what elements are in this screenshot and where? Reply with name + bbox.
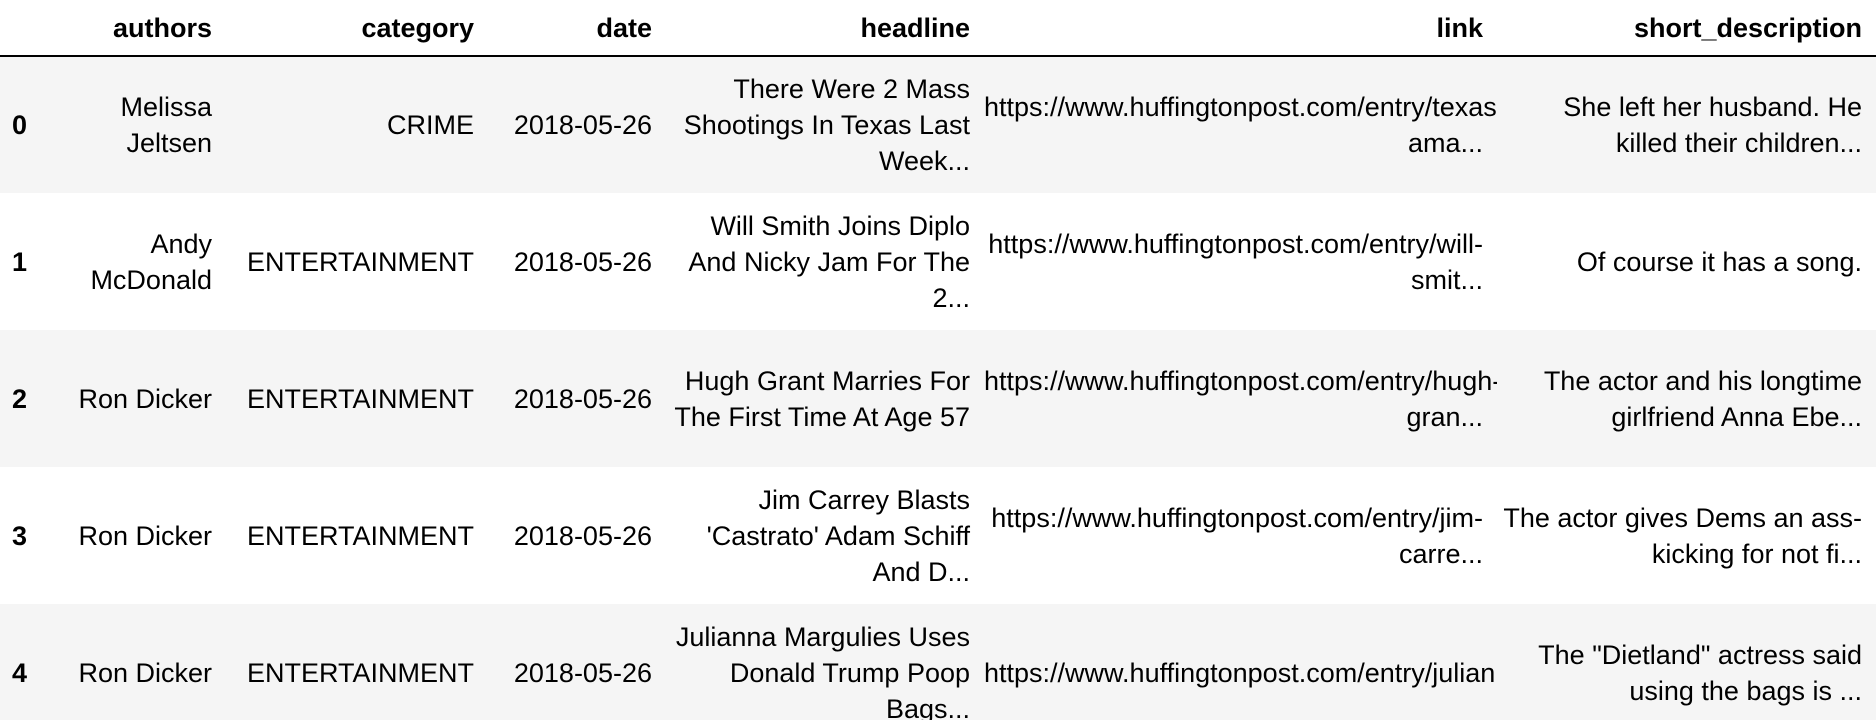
row-index: 3 xyxy=(12,520,28,551)
cell-date: 2018-05-26 xyxy=(513,110,652,140)
cell-date: 2018-05-26 xyxy=(513,246,652,277)
header-authors: authors xyxy=(52,0,226,57)
table-header: authors category date headline link shor… xyxy=(0,0,1876,57)
cell-headline: There Were 2 Mass Shootings In Texas Las… xyxy=(683,74,970,176)
cell-date: 2018-05-26 xyxy=(513,383,652,414)
cell-link: https://www.huffingtonpost.com/entry/tex… xyxy=(984,92,1497,158)
row-index: 1 xyxy=(12,246,28,277)
cell-date: 2018-05-26 xyxy=(513,657,652,688)
cell-short-description: Of course it has a song. xyxy=(1576,246,1862,277)
header-date: date xyxy=(488,0,666,57)
table-row: 3 Ron Dicker ENTERTAINMENT 2018-05-26 Ji… xyxy=(0,467,1876,604)
cell-short-description: The actor gives Dems an ass-kicking for … xyxy=(1503,502,1862,569)
cell-category: ENTERTAINMENT xyxy=(246,383,474,414)
row-index: 2 xyxy=(12,383,28,414)
cell-authors: Ron Dicker xyxy=(78,520,212,551)
cell-authors: Andy McDonald xyxy=(90,228,212,295)
header-index xyxy=(0,0,52,57)
cell-short-description: The actor and his longtime girlfriend An… xyxy=(1543,365,1862,432)
table-row: 2 Ron Dicker ENTERTAINMENT 2018-05-26 Hu… xyxy=(0,330,1876,467)
table-body: 0 Melissa Jeltsen CRIME 2018-05-26 There… xyxy=(0,56,1876,720)
cell-authors: Melissa Jeltsen xyxy=(120,92,212,158)
table-row: 4 Ron Dicker ENTERTAINMENT 2018-05-26 Ju… xyxy=(0,604,1876,720)
header-short-description: short_description xyxy=(1497,0,1876,57)
cell-category: ENTERTAINMENT xyxy=(246,657,474,688)
cell-date: 2018-05-26 xyxy=(513,520,652,551)
header-link: link xyxy=(984,0,1497,57)
cell-category: ENTERTAINMENT xyxy=(246,520,474,551)
header-category: category xyxy=(226,0,488,57)
row-index: 0 xyxy=(12,110,28,140)
cell-link: https://www.huffingtonpost.com/entry/jul… xyxy=(984,657,1497,688)
row-index: 4 xyxy=(12,657,28,688)
cell-authors: Ron Dicker xyxy=(78,657,212,688)
cell-link: https://www.huffingtonpost.com/entry/hug… xyxy=(984,365,1497,432)
cell-headline: Will Smith Joins Diplo And Nicky Jam For… xyxy=(688,210,970,313)
header-row: authors category date headline link shor… xyxy=(0,0,1876,57)
cell-link: https://www.huffingtonpost.com/entry/wil… xyxy=(988,228,1483,295)
cell-short-description: She left her husband. He killed their ch… xyxy=(1563,92,1862,158)
cell-short-description: The "Dietland" actress said using the ba… xyxy=(1538,639,1862,706)
cell-headline: Jim Carrey Blasts 'Castrato' Adam Schiff… xyxy=(706,484,970,587)
cell-headline: Julianna Margulies Uses Donald Trump Poo… xyxy=(675,621,970,720)
cell-headline: Hugh Grant Marries For The First Time At… xyxy=(674,365,970,432)
cell-link: https://www.huffingtonpost.com/entry/jim… xyxy=(991,502,1483,569)
header-headline: headline xyxy=(666,0,984,57)
cell-authors: Ron Dicker xyxy=(78,383,212,414)
table-row: 0 Melissa Jeltsen CRIME 2018-05-26 There… xyxy=(0,56,1876,193)
table-row: 1 Andy McDonald ENTERTAINMENT 2018-05-26… xyxy=(0,193,1876,330)
cell-category: CRIME xyxy=(387,110,474,140)
cell-category: ENTERTAINMENT xyxy=(246,246,474,277)
